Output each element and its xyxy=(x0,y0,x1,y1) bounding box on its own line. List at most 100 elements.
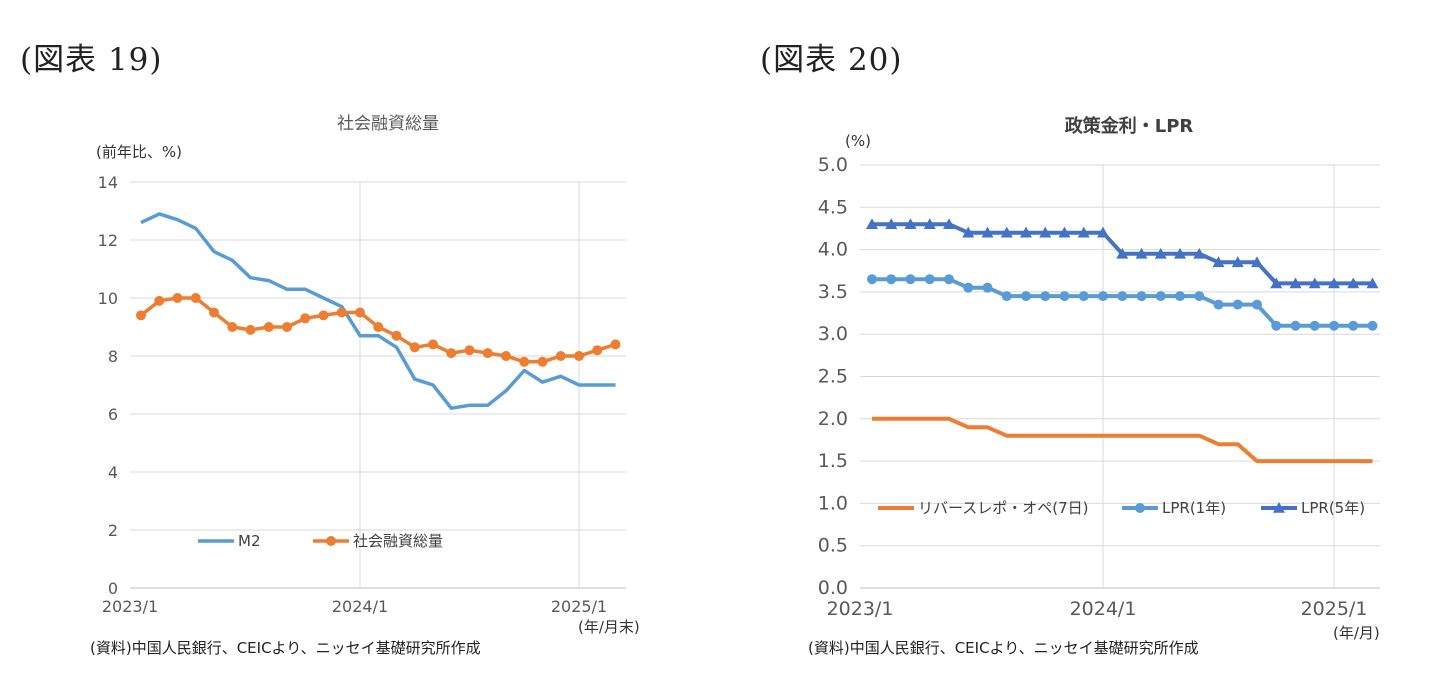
chart20-legend-3-marker xyxy=(1273,502,1285,513)
chart19-series-2-point xyxy=(190,293,201,303)
chart20-series-3-point xyxy=(1058,226,1071,238)
chart20-y-tick-label: 4.5 xyxy=(818,196,848,218)
chart20-series-3-point xyxy=(943,218,955,230)
chart19-x-tick-label: 2023/1 xyxy=(102,597,158,616)
chart20-series-2-point xyxy=(1367,320,1378,331)
chart20-y-tick-label: 1.5 xyxy=(818,450,848,472)
chart20-series-3-point xyxy=(1193,247,1206,259)
chart20-series-2-point xyxy=(1175,291,1185,302)
chart20-series-2-point xyxy=(982,282,993,293)
chart20-series-2-point xyxy=(905,274,916,285)
chart20-series-2-point xyxy=(1232,299,1243,310)
chart20-y-tick-label: 2.5 xyxy=(818,366,848,388)
figure-20-label: (図表 20) xyxy=(760,42,903,78)
chart19-y-tick-label: 4 xyxy=(108,463,118,482)
chart20-y-tick-label: 4.0 xyxy=(818,239,848,261)
chart19-y-tick-label: 8 xyxy=(108,347,118,366)
chart20-series-2-point xyxy=(1040,291,1051,302)
chart19-series-2-point xyxy=(501,351,511,361)
chart19-y-tick-label: 12 xyxy=(98,231,118,250)
chart20-series-2-point xyxy=(1329,320,1339,331)
chart20-series-2-point xyxy=(1001,291,1012,302)
chart19-series-2-point xyxy=(263,322,274,332)
chart19-x-tick-label: 2024/1 xyxy=(332,597,388,616)
chart20-series-2-point xyxy=(1271,320,1282,331)
chart20-series-2-point xyxy=(963,282,974,293)
chart19-series-2-point xyxy=(172,293,183,303)
chart19-series-2-point xyxy=(409,342,420,353)
chart20-series-2-point xyxy=(1059,291,1070,302)
chart19-series-2-point xyxy=(209,307,219,318)
chart20-y-unit: (%) xyxy=(845,132,871,150)
chart19-legend-2-label: 社会融資総量 xyxy=(353,532,443,550)
chart20-legend-2-marker xyxy=(1135,503,1145,513)
chart19-series-2-point xyxy=(355,307,365,318)
chart20-series-2-point xyxy=(867,274,877,285)
chart20-y-tick-label: 3.0 xyxy=(818,323,848,345)
chart20-series-2-point xyxy=(1194,291,1205,302)
chart20-series-3-point xyxy=(1270,277,1283,289)
chart20-series-3-point xyxy=(1020,226,1032,238)
chart19-series-2-point xyxy=(336,307,347,318)
chart20-series-2-point xyxy=(1213,299,1224,310)
chart19-series-2-point xyxy=(227,322,238,332)
chart20-series-3-point xyxy=(1347,277,1360,289)
chart20-title: 政策金利・LPR xyxy=(1065,115,1194,137)
chart19-y-tick-label: 10 xyxy=(98,289,118,308)
chart19-series-2-point xyxy=(154,295,165,306)
chart20-series-2-point xyxy=(944,274,954,285)
chart20-series-3-point xyxy=(866,218,878,230)
chart20-series-3-point xyxy=(1231,256,1244,268)
chart20-series-2-point xyxy=(1117,291,1128,302)
chart20-series-3-point xyxy=(885,218,898,230)
chart19-series-2-point xyxy=(574,351,584,361)
chart19-series-2-point xyxy=(391,330,402,341)
chart20-series-2-point xyxy=(1078,291,1089,302)
chart19-series-2-point xyxy=(610,339,621,350)
chart20-x-unit: (年/月) xyxy=(1333,624,1380,642)
chart19-source: (資料)中国人民銀行、CEICより、ニッセイ基礎研究所作成 xyxy=(90,639,481,657)
chart19-y-tick-label: 0 xyxy=(108,579,118,598)
chart20-x-tick-label: 2025/1 xyxy=(1301,598,1368,620)
chart20-legend-3-label: LPR(5年) xyxy=(1301,499,1365,517)
chart19-x-unit: (年/月末) xyxy=(578,618,640,636)
chart19-series-2-point xyxy=(464,345,475,356)
chart20-series-2-point xyxy=(1155,291,1166,302)
chart20-series-3-point xyxy=(1328,277,1340,289)
chart20-series-2-point xyxy=(1252,299,1262,310)
chart19-series-2-point xyxy=(592,345,603,356)
chart20-series-3-point xyxy=(1039,226,1052,238)
chart19-series-2-point xyxy=(300,313,311,324)
chart20-series-3-point xyxy=(923,218,936,230)
chart19-x-tick-label: 2025/1 xyxy=(551,597,607,616)
chart20-y-tick-label: 1.0 xyxy=(818,492,848,514)
chart19-legend-2-marker xyxy=(326,536,336,546)
chart19-y-unit: (前年比、%) xyxy=(96,143,182,161)
chart19-y-tick-label: 14 xyxy=(98,173,118,192)
chart20-series-3-point xyxy=(1174,247,1186,259)
chart19-series-2-point xyxy=(537,356,548,367)
chart19-series-2-point xyxy=(136,310,146,321)
chart20-legend-1-label: リバースレポ・オペ(7日) xyxy=(918,499,1089,517)
chart20-series-3-point xyxy=(1116,247,1129,259)
chart20-legend-2-label: LPR(1年) xyxy=(1162,499,1226,517)
chart20-series-2-point xyxy=(886,274,897,285)
chart19-series-1-line xyxy=(140,212,616,410)
chart19-series-2-point xyxy=(318,310,329,321)
chart19-series-2-point xyxy=(282,322,292,332)
chart20-y-tick-label: 0.0 xyxy=(818,577,848,599)
chart20-series-3-point xyxy=(1000,226,1013,238)
chart19-series-2-point xyxy=(519,356,530,367)
chart19-y-tick-label: 6 xyxy=(108,405,118,424)
chart20-series-3-point xyxy=(1097,226,1109,238)
chart20-series-3-point xyxy=(981,226,994,238)
chart19-series-2-point xyxy=(428,339,438,350)
chart20-y-tick-label: 3.5 xyxy=(818,281,848,303)
figure-19-label: (図表 19) xyxy=(20,42,163,78)
chart20-series-3-point xyxy=(1366,277,1379,289)
chart19-series-2-point xyxy=(373,322,384,332)
chart20-series-2-point xyxy=(1136,291,1147,302)
chart20-x-tick-label: 2023/1 xyxy=(827,598,894,620)
chart20-series-2-point xyxy=(1021,291,1031,302)
